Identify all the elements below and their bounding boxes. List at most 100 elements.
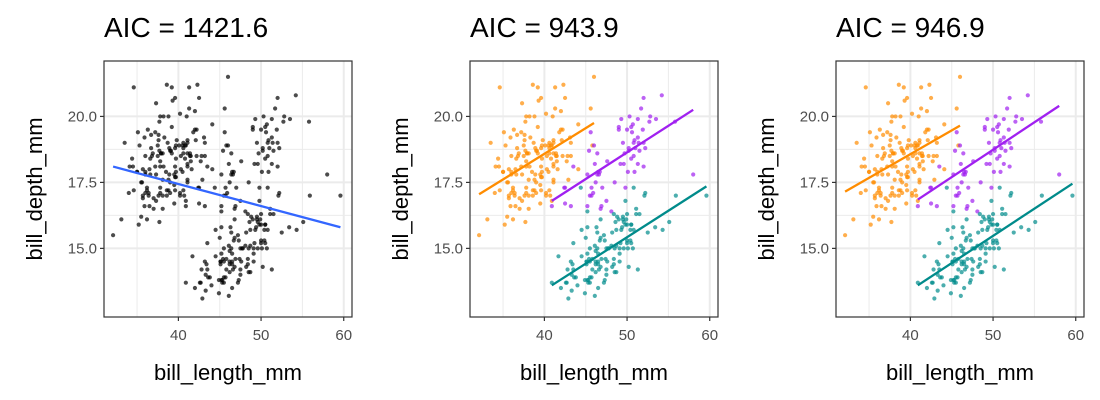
data-point: [556, 254, 561, 259]
data-point: [488, 140, 493, 145]
axes: 40 50 60 15.0 17.5 20.0: [434, 108, 718, 344]
data-point: [565, 153, 570, 159]
data-point: [1000, 211, 1005, 217]
data-point: [961, 172, 966, 177]
data-point: [210, 122, 215, 127]
data-point: [871, 214, 876, 219]
data-point: [168, 190, 173, 196]
data-point: [589, 185, 594, 190]
data-point: [960, 225, 965, 230]
data-point: [887, 143, 892, 148]
data-point: [245, 262, 250, 267]
data-point: [180, 169, 185, 174]
data-point: [881, 145, 886, 151]
data-point: [269, 116, 274, 122]
data-point: [200, 177, 205, 182]
data-point: [1013, 119, 1018, 124]
data-point: [264, 246, 269, 251]
data-point: [576, 167, 581, 172]
data-point: [986, 140, 992, 145]
data-point: [620, 140, 626, 145]
data-point: [579, 227, 584, 233]
data-point: [144, 217, 150, 222]
data-point: [224, 256, 229, 262]
data-point: [905, 175, 911, 180]
data-point: [995, 222, 1000, 227]
data-point: [246, 180, 251, 185]
data-point: [243, 243, 248, 248]
data-point: [648, 114, 653, 119]
data-point: [227, 180, 232, 185]
x-tick-label: 40: [536, 327, 553, 344]
data-point: [1001, 161, 1006, 167]
data-point: [135, 130, 140, 135]
data-point: [904, 164, 910, 169]
data-point: [1009, 190, 1014, 196]
data-point: [621, 246, 626, 251]
data-point: [251, 251, 256, 256]
data-point: [266, 169, 271, 174]
data-point: [271, 148, 276, 153]
data-point: [539, 143, 545, 148]
data-point: [218, 262, 223, 267]
data-point: [509, 190, 514, 196]
data-point: [978, 180, 983, 185]
data-point: [156, 132, 161, 137]
data-point: [222, 130, 227, 135]
data-point: [611, 256, 616, 262]
data-point: [261, 114, 266, 119]
data-point: [227, 270, 232, 275]
data-point: [896, 193, 901, 198]
data-point: [885, 198, 891, 203]
data-point: [629, 130, 635, 135]
data-point: [931, 267, 936, 272]
data-point: [905, 169, 911, 174]
data-point: [277, 190, 282, 196]
data-point: [529, 169, 535, 174]
data-point: [177, 190, 183, 196]
data-point: [875, 153, 880, 159]
data-point: [934, 204, 939, 209]
data-point: [894, 135, 899, 140]
data-point: [877, 127, 882, 132]
data-point: [586, 148, 592, 153]
data-point: [142, 204, 147, 209]
data-point: [265, 185, 270, 190]
data-point: [1026, 227, 1031, 233]
data-point: [558, 109, 564, 114]
data-point: [1009, 145, 1014, 151]
data-point: [987, 246, 992, 251]
data-point: [905, 143, 911, 148]
data-point: [325, 172, 330, 177]
data-point: [609, 209, 614, 214]
plot-border: [835, 60, 1085, 318]
data-point: [503, 143, 508, 148]
data-point: [603, 256, 608, 262]
data-point: [673, 193, 678, 198]
data-point: [576, 122, 581, 127]
data-point: [205, 267, 210, 272]
plot-area: 40 50 60 15.0 17.5 20.0 bill_length_mm bill_dep…: [754, 60, 1085, 385]
data-point: [538, 182, 543, 188]
data-point: [885, 101, 891, 106]
data-point: [226, 293, 231, 298]
data-point: [229, 246, 234, 251]
data-point: [508, 204, 513, 209]
data-point: [875, 190, 880, 196]
data-point: [592, 293, 597, 298]
data-point: [931, 153, 936, 159]
data-point: [978, 246, 983, 251]
data-point: [221, 246, 226, 251]
data-point: [913, 140, 918, 145]
data-point: [531, 140, 536, 145]
data-point: [625, 246, 630, 251]
data-point: [551, 164, 556, 169]
data-point: [902, 98, 907, 103]
data-point: [538, 201, 543, 206]
data-point: [842, 233, 848, 238]
data-point: [954, 130, 959, 135]
data-point: [623, 185, 628, 190]
data-point: [258, 238, 264, 243]
data-point: [917, 180, 922, 185]
data-point: [631, 185, 636, 190]
